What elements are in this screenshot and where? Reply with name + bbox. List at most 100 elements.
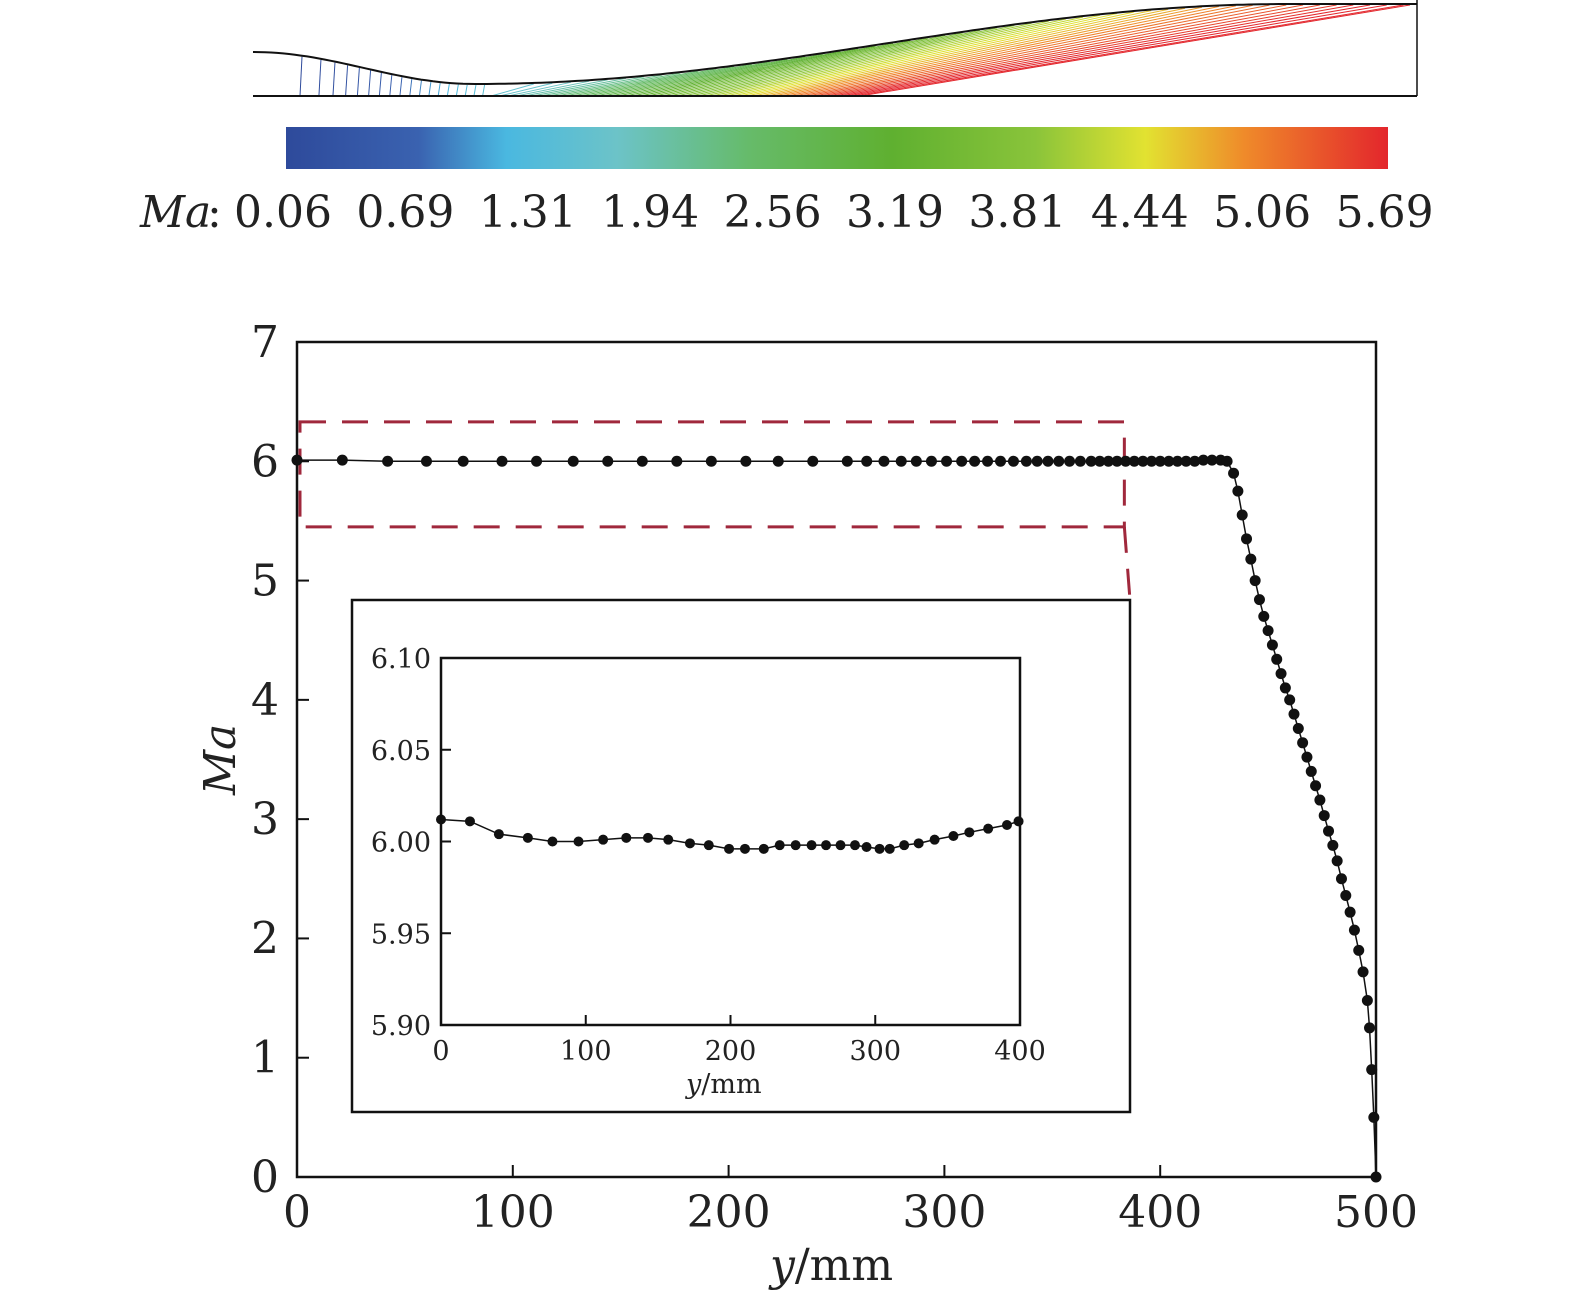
data-point	[1074, 455, 1086, 467]
data-point	[1340, 889, 1352, 901]
data-point	[861, 455, 873, 467]
colorbar-tick-label: 2.56	[724, 187, 822, 238]
characteristic-line	[661, 37, 928, 97]
data-point	[878, 455, 890, 467]
characteristic-line	[787, 5, 1236, 97]
characteristic-line	[490, 83, 534, 97]
y-tick-label: 2	[251, 913, 279, 964]
data-point	[1288, 708, 1300, 720]
colorbar-tick-label: 3.81	[968, 187, 1066, 238]
data-point	[1275, 668, 1287, 680]
data-point	[464, 816, 475, 827]
characteristic-line	[595, 61, 770, 97]
data-point	[1206, 454, 1218, 466]
data-point	[1357, 966, 1369, 978]
inset-plot: 0 100 200 300 400 5.90 5.95 6.00 6.05 6.10 y/mm	[350, 598, 1132, 1114]
characteristic-line	[683, 29, 980, 97]
x-tick-label: 200	[705, 1036, 757, 1067]
x-tick-label: 500	[1334, 1187, 1418, 1238]
characteristic-line	[378, 72, 382, 97]
highlight-box	[298, 420, 1132, 601]
data-point	[684, 838, 695, 849]
data-point	[663, 834, 674, 845]
data-point	[602, 455, 614, 467]
data-point	[1305, 765, 1317, 777]
characteristic-line	[482, 84, 486, 97]
data-point	[1314, 794, 1326, 806]
data-point	[1271, 653, 1283, 665]
data-point	[948, 830, 959, 841]
data-point	[899, 840, 910, 851]
data-point	[1064, 455, 1076, 467]
data-point	[1258, 610, 1270, 622]
data-point	[671, 455, 683, 467]
data-point	[1137, 455, 1149, 467]
y-tick-label: 6.00	[371, 828, 431, 859]
characteristic-line	[464, 84, 468, 97]
data-point	[910, 455, 922, 467]
data-point	[982, 455, 994, 467]
characteristic-line	[654, 40, 911, 97]
zoom-connector-line	[1122, 526, 1132, 601]
characteristic-line	[690, 27, 998, 97]
y-tick-label: 3	[251, 794, 279, 845]
colorbar-tick-label: 1.94	[601, 187, 699, 238]
data-point	[807, 455, 819, 467]
characteristic-line	[318, 59, 322, 97]
data-point	[1146, 455, 1158, 467]
data-point	[849, 840, 860, 851]
characteristic-line	[617, 53, 823, 97]
data-point	[1310, 780, 1322, 792]
data-point	[1327, 839, 1339, 851]
main-series	[291, 454, 1382, 1183]
highlight-box-rect	[298, 420, 1126, 529]
data-point	[1154, 455, 1166, 467]
data-point	[895, 455, 907, 467]
characteristic-line	[711, 20, 1049, 97]
data-point	[821, 840, 832, 851]
data-point	[1361, 994, 1373, 1006]
y-tick-label: 7	[251, 317, 279, 368]
nozzle-wall	[252, 3, 1417, 85]
data-point	[573, 836, 584, 847]
data-point	[1094, 455, 1106, 467]
data-point	[1249, 575, 1261, 587]
characteristic-line	[572, 68, 717, 97]
data-point	[1364, 1022, 1376, 1034]
characteristic-line	[540, 76, 645, 97]
characteristic-line	[345, 65, 349, 97]
data-point	[1236, 509, 1248, 521]
y-tick-label: 0	[251, 1152, 279, 1203]
data-point	[1053, 455, 1065, 467]
characteristic-line	[548, 74, 663, 97]
characteristic-line	[299, 56, 303, 97]
characteristic-line	[524, 79, 608, 97]
data-point	[1042, 455, 1054, 467]
characteristic-line	[820, 4, 1320, 97]
data-point	[493, 829, 504, 840]
characteristic-line	[704, 22, 1032, 97]
data-point	[884, 843, 895, 854]
data-point	[1232, 485, 1244, 497]
data-point	[291, 454, 303, 466]
data-point	[1228, 467, 1240, 479]
x-tick-label: 400	[1118, 1187, 1202, 1238]
characteristic-line	[846, 4, 1387, 97]
data-point	[929, 834, 940, 845]
characteristic-line	[859, 4, 1411, 97]
data-point	[772, 455, 784, 467]
x-tick-label: 0	[432, 1036, 449, 1067]
data-point	[1297, 737, 1309, 749]
characteristic-line	[437, 83, 441, 97]
data-point	[1241, 533, 1253, 545]
characteristic-line	[669, 34, 946, 97]
data-point	[1266, 639, 1278, 651]
characteristic-line	[833, 4, 1354, 97]
x-tick-label: 0	[283, 1187, 311, 1238]
characteristic-line	[602, 58, 788, 97]
data-point	[913, 838, 924, 849]
characteristic-line	[409, 78, 413, 97]
data-point	[874, 843, 885, 854]
data-point	[1366, 1064, 1378, 1076]
